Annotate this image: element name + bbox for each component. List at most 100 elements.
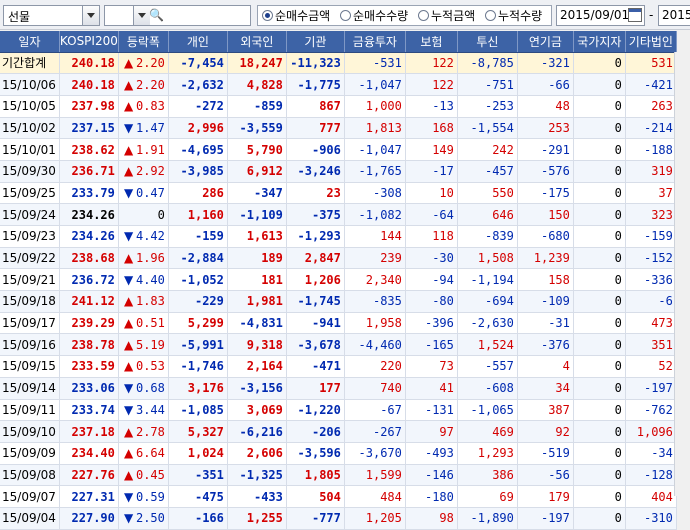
value-cell: -4,460 [344,333,406,357]
toolbar: 선물 🔍 순매수금액 순매수수량 누적금액 누적수량 2015/09/01 - … [0,0,690,30]
value-cell: 1,206 [286,268,345,292]
value-cell: 37 [625,182,677,205]
column-header[interactable]: 개인 [168,31,228,53]
column-header[interactable]: 국가지자 [573,31,626,53]
value-cell: 118 [405,225,458,248]
triangle-down-icon: ▼ [123,229,134,244]
column-header[interactable]: 일자 [0,31,60,53]
column-header[interactable]: 보험 [405,31,458,53]
table-row[interactable]: 15/09/17 239.29 ▲ 0.51 5,299 -4,831 -941 1,958-… [0,312,677,335]
date-cell: 15/10/02 [0,117,60,140]
search-icon[interactable]: 🔍 [149,8,164,22]
table-row[interactable]: 15/09/09 234.40 ▲ 6.64 1,024 2,606 -3,596 -3,67… [0,442,677,465]
value-cell: 531 [625,52,677,75]
start-date-input[interactable]: 2015/09/01 [556,5,645,26]
date-separator: - [649,8,654,22]
value-cell: 97 [405,420,458,443]
value-cell: -165 [405,333,458,357]
table-row[interactable]: 15/09/07 227.31 ▼ 0.59 -475 -433 504 484 -180 69 1… [0,485,677,508]
market-select-value: 선물 [8,10,31,24]
table-row[interactable]: 15/09/30 236.71 ▲ 2.92 -3,985 6,912 -3,246 -1,7… [0,160,677,183]
value-cell: 1,293 [457,442,518,465]
chevron-down-icon[interactable] [82,6,99,25]
value-cell: -608 [457,377,518,400]
code-dropdown-chevron-down-icon[interactable] [133,6,150,25]
table-row[interactable]: 15/09/10 237.18 ▲ 2.78 5,327 -6,216 -206 -267 97… [0,420,677,443]
value-cell: -80 [405,290,458,313]
value-cell: 0 [573,117,626,140]
value-cell: -1,047 [344,138,406,161]
radio-cumulative-amount[interactable]: 누적금액 [418,7,475,24]
kospi200-cell: 234.40 [59,442,119,465]
table-row[interactable]: 15/09/25 233.79 ▼ 0.47 286 -347 23 -308 10 550 -17… [0,182,677,205]
date-cell: 15/09/22 [0,247,60,270]
radio-label: 순매수금액 [275,9,331,23]
column-header[interactable]: 연기금 [517,31,574,53]
column-header[interactable]: 등락폭 [118,31,169,53]
change-cell: ▲ 0.53 [118,355,169,378]
table-row[interactable]: 15/09/23 234.26 ▼ 4.42 -159 1,613 -1,293 144 118… [0,225,677,248]
value-cell: 189 [227,247,287,270]
value-cell: 122 [405,52,458,75]
table-row[interactable]: 15/09/08 227.76 ▲ 0.45 -351 -1,325 1,805 1,599-… [0,464,677,487]
table-row[interactable]: 15/09/21 236.72 ▼ 4.40 -1,052 181 1,206 2,340 -9… [0,268,677,292]
column-header[interactable]: 외국인 [227,31,287,53]
change-value: 0.59 [135,489,165,504]
change-cell: ▼ 0.59 [118,485,169,508]
table-row[interactable]: 15/09/16 238.78 ▲ 5.19 -5,991 9,318 -3,678 -4,4… [0,333,677,357]
table-row[interactable]: 기간합계 240.18 ▲ 2.20 -7,454 18,247 -11,323 -531 12… [0,52,677,75]
value-cell: -4,831 [227,312,287,335]
radio-dot-icon [262,10,273,21]
radio-cumulative-quantity[interactable]: 누적수량 [485,7,542,24]
table-row[interactable]: 15/10/06 240.18 ▲ 2.20 -2,632 4,828 -1,775 -1,0… [0,73,677,96]
date-cell: 15/09/08 [0,464,60,487]
radio-label: 순매수수량 [353,9,409,23]
triangle-down-icon: ▼ [123,511,134,526]
value-cell: 1,524 [457,333,518,357]
table-row[interactable]: 15/10/05 237.98 ▲ 0.83 -272 -859 867 1,000 -13 -2… [0,95,677,118]
value-cell: 286 [168,182,228,205]
table-row[interactable]: 15/09/04 227.90 ▼ 2.50 -166 1,255 -777 1,205 98-… [0,507,677,530]
column-header[interactable]: 금융투자 [344,31,406,53]
kospi200-cell: 237.18 [59,420,119,443]
date-cell: 15/09/09 [0,442,60,465]
change-value: 2.50 [135,511,165,526]
value-cell: -31 [517,312,574,335]
value-cell: -56 [517,464,574,487]
value-cell: -531 [344,52,406,75]
radio-net-quantity[interactable]: 순매수수량 [340,7,408,24]
table-row[interactable]: 15/09/24 234.26 0 1,160 -1,109 -375 -1,082 -64 6… [0,203,677,226]
table-row[interactable]: 15/10/02 237.15 ▼ 1.47 2,996 -3,559 777 1,813 16… [0,117,677,140]
table-row[interactable]: 15/09/15 233.59 ▲ 0.53 -1,746 2,164 -471 220 73-… [0,355,677,378]
value-cell: 158 [517,268,574,292]
value-cell: 0 [573,377,626,400]
value-cell: 1,000 [344,95,406,118]
code-input[interactable] [104,5,251,26]
column-header[interactable]: 기관 [286,31,345,53]
column-header[interactable]: 투신 [457,31,518,53]
value-cell: -6 [625,290,677,313]
value-cell: -376 [517,333,574,357]
calendar-icon[interactable] [628,8,642,22]
change-cell: ▲ 2.20 [118,73,169,96]
triangle-down-icon: ▼ [123,402,134,417]
value-cell: -64 [405,203,458,226]
value-cell: -3,246 [286,160,345,183]
value-cell: 242 [457,138,518,161]
column-header[interactable]: KOSPI200 [59,31,119,53]
column-header[interactable]: 기타법인 [625,31,677,53]
end-date-input[interactable]: 2015 [658,5,690,26]
start-date-value: 2015/09/01 [560,8,630,22]
table-row[interactable]: 15/09/11 233.74 ▼ 3.44 -1,085 3,069 -1,220 -67-… [0,399,677,422]
value-cell: 5,790 [227,138,287,161]
change-value: 1.96 [135,251,165,266]
triangle-up-icon: ▲ [123,55,134,70]
vertical-scrollbar[interactable] [674,52,690,496]
table-row[interactable]: 15/10/01 238.62 ▲ 1.91 -4,695 5,790 -906 -1,047… [0,138,677,161]
table-row[interactable]: 15/09/18 241.12 ▲ 1.83 -229 1,981 -1,745 -835 -8… [0,290,677,313]
value-cell: 144 [344,225,406,248]
radio-net-amount[interactable]: 순매수금액 [262,7,330,24]
table-row[interactable]: 15/09/14 233.06 ▼ 0.68 3,176 -3,156 177 740 41 -6… [0,377,677,400]
table-row[interactable]: 15/09/22 238.68 ▲ 1.96 -2,884 189 2,847 239 -30 1… [0,247,677,270]
market-select[interactable]: 선물 [3,5,100,26]
